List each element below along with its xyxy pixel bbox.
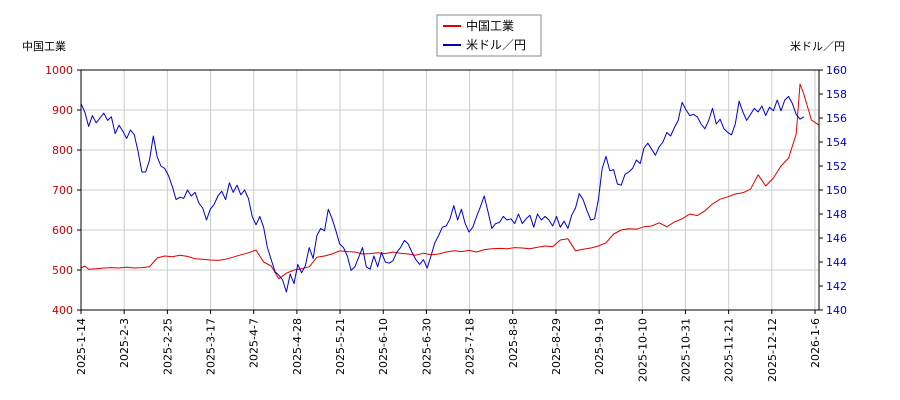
left-tick-label: 900 xyxy=(52,104,73,117)
left-tick-label: 1000 xyxy=(45,64,73,77)
left-tick-label: 600 xyxy=(52,224,73,237)
x-tick-label: 2026-1-6 xyxy=(809,318,822,368)
right-axis: 140 142 144 146 148 150 152 154 156 158 160 xyxy=(819,64,847,317)
x-axis: 2025-1-14 2025-2-3 2025-2-25 2025-3-17 2025-… xyxy=(75,310,822,382)
series-layer xyxy=(80,83,820,293)
legend: 中国工業 米ドル／円 xyxy=(436,14,542,57)
left-axis-title: 中国工業 xyxy=(22,40,66,53)
right-tick-label: 154 xyxy=(826,136,847,149)
left-tick-label: 700 xyxy=(52,184,73,197)
left-axis: 400 500 600 700 800 900 1000 xyxy=(45,64,81,317)
x-tick-label: 2025-2-3 xyxy=(118,318,131,368)
x-tick-label: 2025-8-8 xyxy=(507,318,520,368)
x-tick-label: 2025-11-21 xyxy=(723,318,736,382)
x-tick-label: 2025-10-10 xyxy=(636,318,649,382)
legend-label-usdjpy: 米ドル／円 xyxy=(466,38,526,52)
gridlines xyxy=(80,69,819,311)
right-tick-label: 146 xyxy=(826,232,847,245)
right-tick-label: 144 xyxy=(826,256,847,269)
right-axis-title: 米ドル／円 xyxy=(790,40,845,53)
x-tick-label: 2025-2-25 xyxy=(161,318,174,375)
x-tick-label: 2025-12-12 xyxy=(766,318,779,382)
legend-box xyxy=(436,14,542,57)
x-tick-label: 2025-9-19 xyxy=(593,318,606,375)
left-tick-label: 500 xyxy=(52,264,73,277)
right-tick-label: 158 xyxy=(826,88,847,101)
x-tick-label: 2025-7-18 xyxy=(464,318,477,375)
x-tick-label: 2025-10-31 xyxy=(679,318,692,382)
x-tick-label: 2025-5-21 xyxy=(334,318,347,375)
series-line-usdjpy xyxy=(80,95,805,293)
right-tick-label: 142 xyxy=(826,280,847,293)
x-tick-label: 2025-1-14 xyxy=(75,318,88,375)
x-tick-label: 2025-8-29 xyxy=(550,318,563,375)
right-tick-label: 148 xyxy=(826,208,847,221)
x-tick-label: 2025-4-28 xyxy=(291,318,304,375)
right-tick-label: 150 xyxy=(826,184,847,197)
right-tick-label: 160 xyxy=(826,64,847,77)
right-tick-label: 152 xyxy=(826,160,847,173)
right-tick-label: 140 xyxy=(826,304,847,317)
left-tick-label: 800 xyxy=(52,144,73,157)
series-line-chinese-industry xyxy=(80,83,820,280)
x-tick-label: 2025-6-10 xyxy=(377,318,390,375)
legend-label-chinese-industry: 中国工業 xyxy=(466,18,514,33)
x-tick-label: 2025-6-30 xyxy=(420,318,433,375)
right-tick-label: 156 xyxy=(826,112,847,125)
x-tick-label: 2025-3-17 xyxy=(205,318,218,375)
x-tick-label: 2025-4-7 xyxy=(248,318,261,368)
left-tick-label: 400 xyxy=(52,304,73,317)
